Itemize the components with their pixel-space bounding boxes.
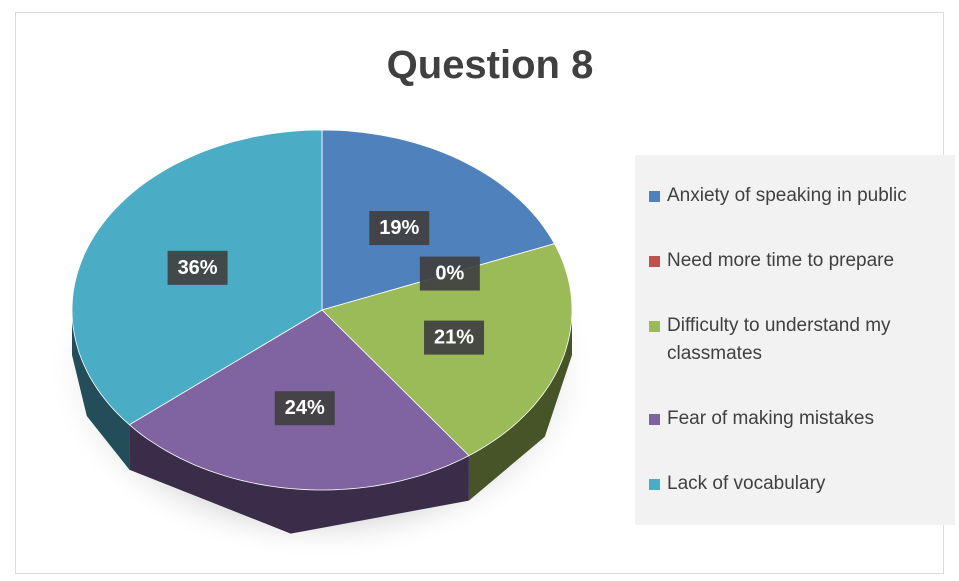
- legend-item: Lack of vocabulary: [649, 470, 943, 498]
- legend: Anxiety of speaking in public Need more t…: [635, 155, 955, 525]
- data-label: 36%: [167, 250, 228, 285]
- data-label-text: 0%: [435, 263, 464, 285]
- legend-item: Need more time to prepare: [649, 247, 943, 275]
- slice: [321, 129, 556, 311]
- data-label-box: [167, 250, 228, 285]
- data-label-box: [419, 256, 480, 291]
- legend-item: Anxiety of speaking in public: [649, 182, 943, 210]
- data-label-text: 19%: [379, 217, 419, 239]
- data-label: 24%: [274, 391, 335, 426]
- legend-label: Lack of vocabulary: [667, 473, 826, 495]
- slice-side: [72, 310, 130, 470]
- data-label-box: [274, 391, 335, 426]
- legend-swatch: [649, 255, 660, 267]
- legend-item: Difficulty to understand my classmates: [649, 312, 943, 368]
- legend-swatch: [649, 190, 660, 202]
- slice-side: [129, 424, 469, 534]
- legend-label: Need more time to prepare: [667, 249, 895, 271]
- data-label-box: [369, 211, 430, 246]
- legend-label: Difficulty to understand my classmates: [667, 314, 891, 364]
- chart-title: Question 8: [387, 43, 594, 87]
- data-label-text: 36%: [178, 257, 218, 279]
- data-label: 0%: [419, 256, 480, 291]
- slice-side: [468, 310, 572, 501]
- legend-swatch: [649, 320, 660, 332]
- data-label-box: [424, 320, 485, 355]
- data-label-text: 24%: [285, 397, 325, 419]
- legend-item: Fear of making mistakes: [649, 405, 943, 433]
- legend-label: Anxiety of speaking in public: [667, 184, 907, 206]
- legend-swatch: [649, 479, 660, 491]
- data-label: 19%: [369, 211, 430, 246]
- legend-swatch: [649, 414, 660, 426]
- data-label: 21%: [424, 320, 485, 355]
- legend-label: Fear of making mistakes: [667, 408, 874, 430]
- data-label-text: 21%: [434, 327, 474, 349]
